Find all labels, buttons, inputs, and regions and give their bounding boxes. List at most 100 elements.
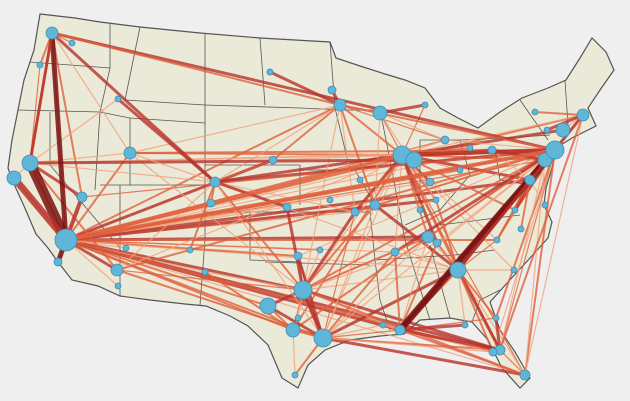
state-border bbox=[249, 212, 301, 263]
flow-line bbox=[297, 149, 556, 257]
flow-line bbox=[302, 236, 429, 291]
flow-line bbox=[339, 104, 376, 206]
flow-line bbox=[436, 149, 556, 244]
flow-line bbox=[322, 337, 494, 353]
flow-line bbox=[322, 329, 401, 339]
flow-line bbox=[339, 104, 403, 156]
city-node bbox=[517, 225, 525, 233]
flow-line bbox=[266, 304, 325, 340]
city-node bbox=[432, 196, 440, 204]
city-node bbox=[206, 198, 216, 208]
flow-line bbox=[499, 114, 584, 351]
flow-line bbox=[394, 251, 459, 271]
flow-line bbox=[393, 148, 557, 254]
city-node bbox=[555, 122, 571, 138]
city-node bbox=[201, 268, 209, 276]
flow-line bbox=[285, 205, 305, 292]
flow-line bbox=[65, 239, 321, 251]
flow-line bbox=[81, 149, 556, 198]
city-node bbox=[372, 105, 388, 121]
city-node bbox=[53, 257, 63, 267]
state-border bbox=[259, 37, 266, 106]
city-node bbox=[186, 246, 194, 254]
city-node bbox=[294, 314, 302, 322]
city-node bbox=[21, 154, 39, 172]
flow-line bbox=[322, 204, 376, 339]
flow-line bbox=[322, 251, 396, 339]
flow-line bbox=[373, 203, 460, 272]
flow-line bbox=[10, 174, 70, 244]
city-node bbox=[110, 263, 124, 277]
flow-line bbox=[25, 158, 71, 245]
flow-line bbox=[354, 149, 556, 213]
flow-line bbox=[520, 179, 531, 230]
flow-line bbox=[398, 158, 547, 332]
city-node bbox=[432, 238, 442, 248]
city-node bbox=[282, 202, 292, 212]
flow-line bbox=[457, 269, 526, 376]
flow-line bbox=[51, 32, 83, 198]
city-node bbox=[421, 101, 429, 109]
flow-line bbox=[456, 268, 502, 352]
city-node bbox=[492, 314, 500, 322]
flow-line bbox=[214, 159, 274, 183]
city-node bbox=[285, 322, 301, 338]
flow-line bbox=[495, 149, 556, 319]
flow-line bbox=[268, 70, 342, 107]
flow-line bbox=[398, 323, 467, 332]
city-node bbox=[76, 191, 88, 203]
state-border bbox=[29, 61, 111, 69]
city-node bbox=[493, 236, 501, 244]
flow-line bbox=[116, 154, 403, 271]
flow-line bbox=[379, 112, 446, 141]
city-node bbox=[390, 247, 400, 257]
flow-line bbox=[65, 152, 131, 241]
flow-line bbox=[292, 329, 296, 376]
flow-line bbox=[435, 199, 459, 271]
flow-line bbox=[339, 104, 356, 213]
flow-line bbox=[302, 104, 341, 291]
flow-line bbox=[28, 158, 416, 165]
flow-line bbox=[214, 181, 356, 213]
flow-line bbox=[129, 152, 216, 183]
city-node bbox=[487, 145, 497, 155]
city-node bbox=[293, 251, 303, 261]
city-node bbox=[333, 98, 347, 112]
city-node bbox=[266, 68, 274, 76]
city-node bbox=[350, 207, 360, 217]
flow-line bbox=[65, 239, 269, 307]
city-node bbox=[421, 230, 435, 244]
state-border bbox=[204, 104, 301, 109]
flow-line bbox=[457, 269, 494, 353]
city-node bbox=[45, 26, 59, 40]
flow-line bbox=[524, 159, 546, 376]
city-nodes bbox=[6, 26, 590, 381]
city-node bbox=[576, 108, 590, 122]
flow-line bbox=[457, 269, 497, 319]
flow-line bbox=[456, 148, 557, 272]
flow-line bbox=[398, 328, 502, 352]
flow-line bbox=[499, 149, 556, 351]
city-node bbox=[425, 177, 435, 187]
flow-line bbox=[64, 148, 557, 242]
city-node bbox=[327, 85, 337, 95]
flow-line bbox=[400, 148, 557, 157]
flow-line bbox=[272, 104, 341, 161]
flow-line bbox=[321, 268, 460, 340]
flow-line bbox=[302, 204, 376, 291]
flow-line bbox=[394, 154, 403, 253]
flow-line bbox=[499, 349, 526, 376]
flow-line bbox=[302, 149, 556, 291]
flow-line bbox=[50, 31, 557, 152]
city-node bbox=[519, 369, 531, 381]
city-node bbox=[122, 244, 130, 252]
city-node bbox=[511, 206, 519, 214]
flow-line bbox=[399, 236, 429, 331]
city-node bbox=[488, 347, 498, 357]
flow-line bbox=[204, 271, 304, 291]
state-border bbox=[94, 111, 101, 191]
flow-line bbox=[204, 271, 294, 331]
flow-line bbox=[399, 242, 438, 331]
city-node bbox=[36, 61, 44, 69]
